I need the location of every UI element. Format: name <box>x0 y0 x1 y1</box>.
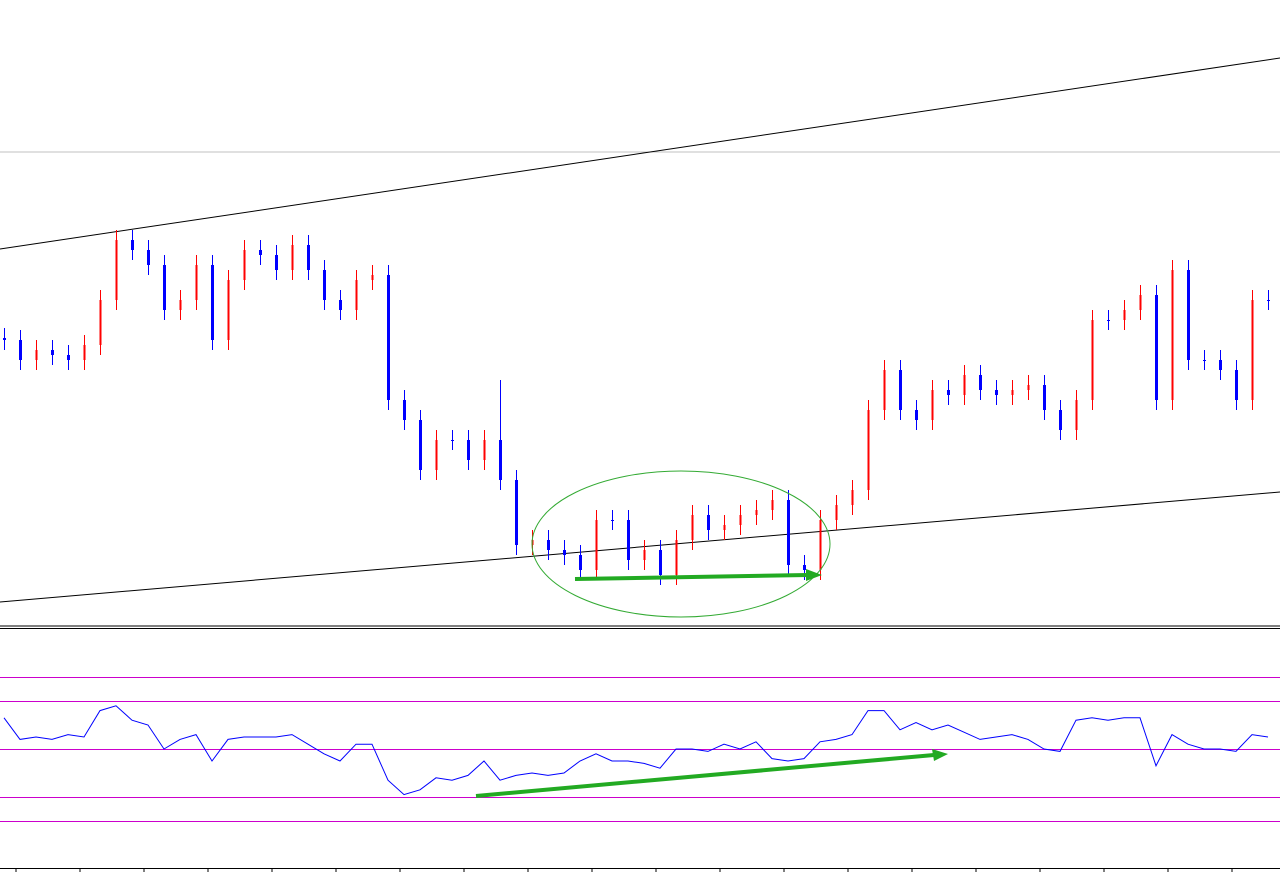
candle-body <box>547 540 550 550</box>
candle-body <box>1123 310 1126 320</box>
candle-body <box>211 265 214 340</box>
candle-body <box>51 350 54 355</box>
candle-body <box>883 370 886 410</box>
candle-body <box>227 280 230 340</box>
candle-body <box>387 275 390 400</box>
candle-body <box>163 265 166 310</box>
arrow-head <box>932 749 948 761</box>
candle-body <box>1251 300 1254 400</box>
candle-body <box>1027 385 1030 390</box>
candle-body <box>723 525 726 530</box>
candle-body <box>563 550 566 555</box>
candle-body <box>1043 385 1046 410</box>
candle-body <box>803 565 806 570</box>
candle-body <box>243 250 246 280</box>
candle-body <box>35 350 38 360</box>
candle-body <box>851 490 854 505</box>
candle-body <box>931 390 934 420</box>
candle-body <box>995 390 998 395</box>
candle-body <box>1267 300 1270 301</box>
candle-body <box>739 515 742 525</box>
candle-body <box>1059 410 1062 430</box>
candle-body <box>355 280 358 310</box>
candle-body <box>947 390 950 395</box>
price-panel <box>3 230 1270 585</box>
candle-body <box>147 250 150 265</box>
candle-body <box>1187 270 1190 360</box>
candle-body <box>771 500 774 510</box>
candle-body <box>627 520 630 560</box>
candle-body <box>691 515 694 540</box>
candle-body <box>579 555 582 570</box>
candle-body <box>451 440 454 441</box>
candle-body <box>131 240 134 250</box>
candle-body <box>371 275 374 280</box>
candle-body <box>403 400 406 420</box>
channel-lower <box>0 491 1280 603</box>
candle-body <box>435 440 438 470</box>
candle-body <box>1075 400 1078 430</box>
time-axis-ticks <box>15 868 1233 872</box>
candle-body <box>1171 270 1174 400</box>
candle-body <box>195 265 198 300</box>
candle-body <box>915 410 918 420</box>
candle-body <box>259 250 262 255</box>
candle-body <box>659 550 662 575</box>
candle-body <box>291 245 294 270</box>
trend-arrow <box>574 573 809 581</box>
oscillator-line <box>3 705 1269 796</box>
candle-body <box>1107 320 1110 321</box>
candle-body <box>515 480 518 545</box>
candle-body <box>835 505 838 520</box>
candle-body <box>787 500 790 565</box>
candle-body <box>1139 295 1142 310</box>
candle-body <box>3 338 6 340</box>
candle-body <box>1235 370 1238 400</box>
candle-body <box>1203 360 1206 361</box>
candle-body <box>307 245 310 270</box>
oscillator-panel <box>0 677 1280 822</box>
candle-body <box>467 440 470 460</box>
candle-body <box>1219 360 1222 370</box>
candle-body <box>115 240 118 300</box>
arrow-head <box>806 569 822 581</box>
candle-body <box>419 420 422 470</box>
candle-body <box>1011 390 1014 395</box>
candle-body <box>899 370 902 410</box>
candle-body <box>819 520 822 570</box>
candle-body <box>611 520 614 521</box>
candle-body <box>643 550 646 560</box>
candle-body <box>83 345 86 360</box>
channel-upper <box>0 57 1280 250</box>
candle-body <box>675 540 678 575</box>
candle-body <box>19 340 22 360</box>
candle-body <box>755 510 758 515</box>
candle-body <box>275 255 278 270</box>
candle-body <box>595 520 598 570</box>
candle-body <box>1155 295 1158 400</box>
candle-body <box>339 300 342 310</box>
candle-body <box>963 375 966 395</box>
candle-body <box>323 270 326 300</box>
candle-body <box>707 515 710 530</box>
candle-body <box>483 440 486 460</box>
candle-body <box>1091 320 1094 400</box>
candle-body <box>979 375 982 390</box>
candle-body <box>179 300 182 310</box>
candle-body <box>67 355 70 360</box>
candle-body <box>867 410 870 490</box>
highlight-ellipse <box>531 470 831 618</box>
candle-body <box>499 440 502 480</box>
candle-body <box>99 300 102 345</box>
divergence-arrow <box>475 753 935 798</box>
